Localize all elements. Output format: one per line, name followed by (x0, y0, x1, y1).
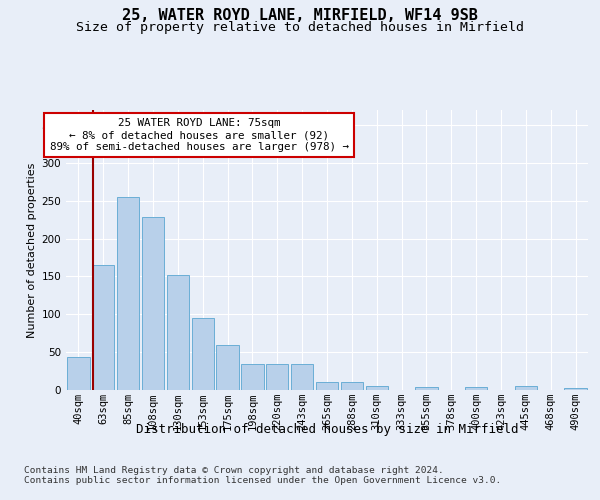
Text: Distribution of detached houses by size in Mirfield: Distribution of detached houses by size … (136, 422, 518, 436)
Bar (241, 364, 263, 390)
Text: Size of property relative to detached houses in Mirfield: Size of property relative to detached ho… (76, 21, 524, 34)
Bar (415, 387, 437, 390)
Bar (117, 197, 139, 390)
Bar (515, 386, 537, 390)
Bar (191, 318, 214, 390)
Bar (316, 382, 338, 390)
Y-axis label: Number of detached properties: Number of detached properties (27, 162, 37, 338)
Bar (365, 386, 388, 390)
Bar (341, 382, 363, 390)
Text: 25 WATER ROYD LANE: 75sqm
← 8% of detached houses are smaller (92)
89% of semi-d: 25 WATER ROYD LANE: 75sqm ← 8% of detach… (50, 118, 349, 152)
Bar (217, 344, 239, 390)
Bar (92, 265, 115, 390)
Bar (167, 275, 189, 390)
Text: 25, WATER ROYD LANE, MIRFIELD, WF14 9SB: 25, WATER ROYD LANE, MIRFIELD, WF14 9SB (122, 8, 478, 22)
Bar (142, 218, 164, 390)
Bar (565, 388, 587, 390)
Bar (291, 364, 313, 390)
Bar (465, 387, 487, 390)
Bar (266, 364, 289, 390)
Text: Contains HM Land Registry data © Crown copyright and database right 2024.
Contai: Contains HM Land Registry data © Crown c… (24, 466, 501, 485)
Bar (67, 356, 89, 390)
